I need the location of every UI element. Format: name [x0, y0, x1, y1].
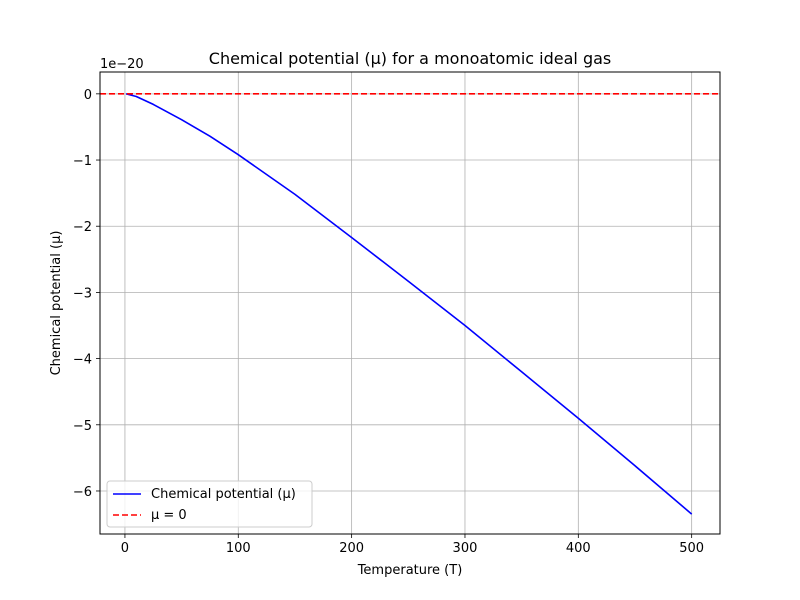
legend: Chemical potential (μ) μ = 0: [106, 480, 313, 528]
y-offset-label: 1e−20: [100, 57, 144, 72]
x-tick-label: 500: [679, 541, 704, 556]
x-axis-label: Temperature (T): [357, 563, 463, 578]
series-layer: [100, 93, 720, 515]
y-tick-label: −6: [73, 485, 92, 500]
plot-frame: [99, 71, 721, 535]
y-axis-label: Chemical potential (μ): [49, 231, 64, 376]
y-tick-label: −1: [73, 154, 92, 169]
y-tick-label: −5: [73, 419, 92, 434]
chart-title: Chemical potential (μ) for a monoatomic …: [209, 49, 611, 68]
legend-label-mu-zero: μ = 0: [151, 508, 187, 523]
x-tick-label: 100: [226, 541, 251, 556]
grid: [100, 72, 720, 534]
legend-box: [106, 480, 313, 528]
y-tick-label: −4: [73, 353, 92, 368]
x-tick-label: 400: [566, 541, 591, 556]
series-line-chemical-potential: [125, 93, 693, 515]
y-tick-label: 0: [84, 88, 92, 103]
y-tick-label: −3: [73, 286, 92, 301]
x-tick-label: 300: [453, 541, 478, 556]
plot-area: [100, 72, 720, 534]
x-tick-label: 0: [121, 541, 129, 556]
legend-label-chemical-potential: Chemical potential (μ): [151, 487, 296, 502]
x-tick-label: 200: [339, 541, 364, 556]
ticks: 0 100 200 300 400 500 0 −1 −2 −3 −4 −5 −6: [73, 88, 704, 556]
y-tick-label: −2: [73, 220, 92, 235]
